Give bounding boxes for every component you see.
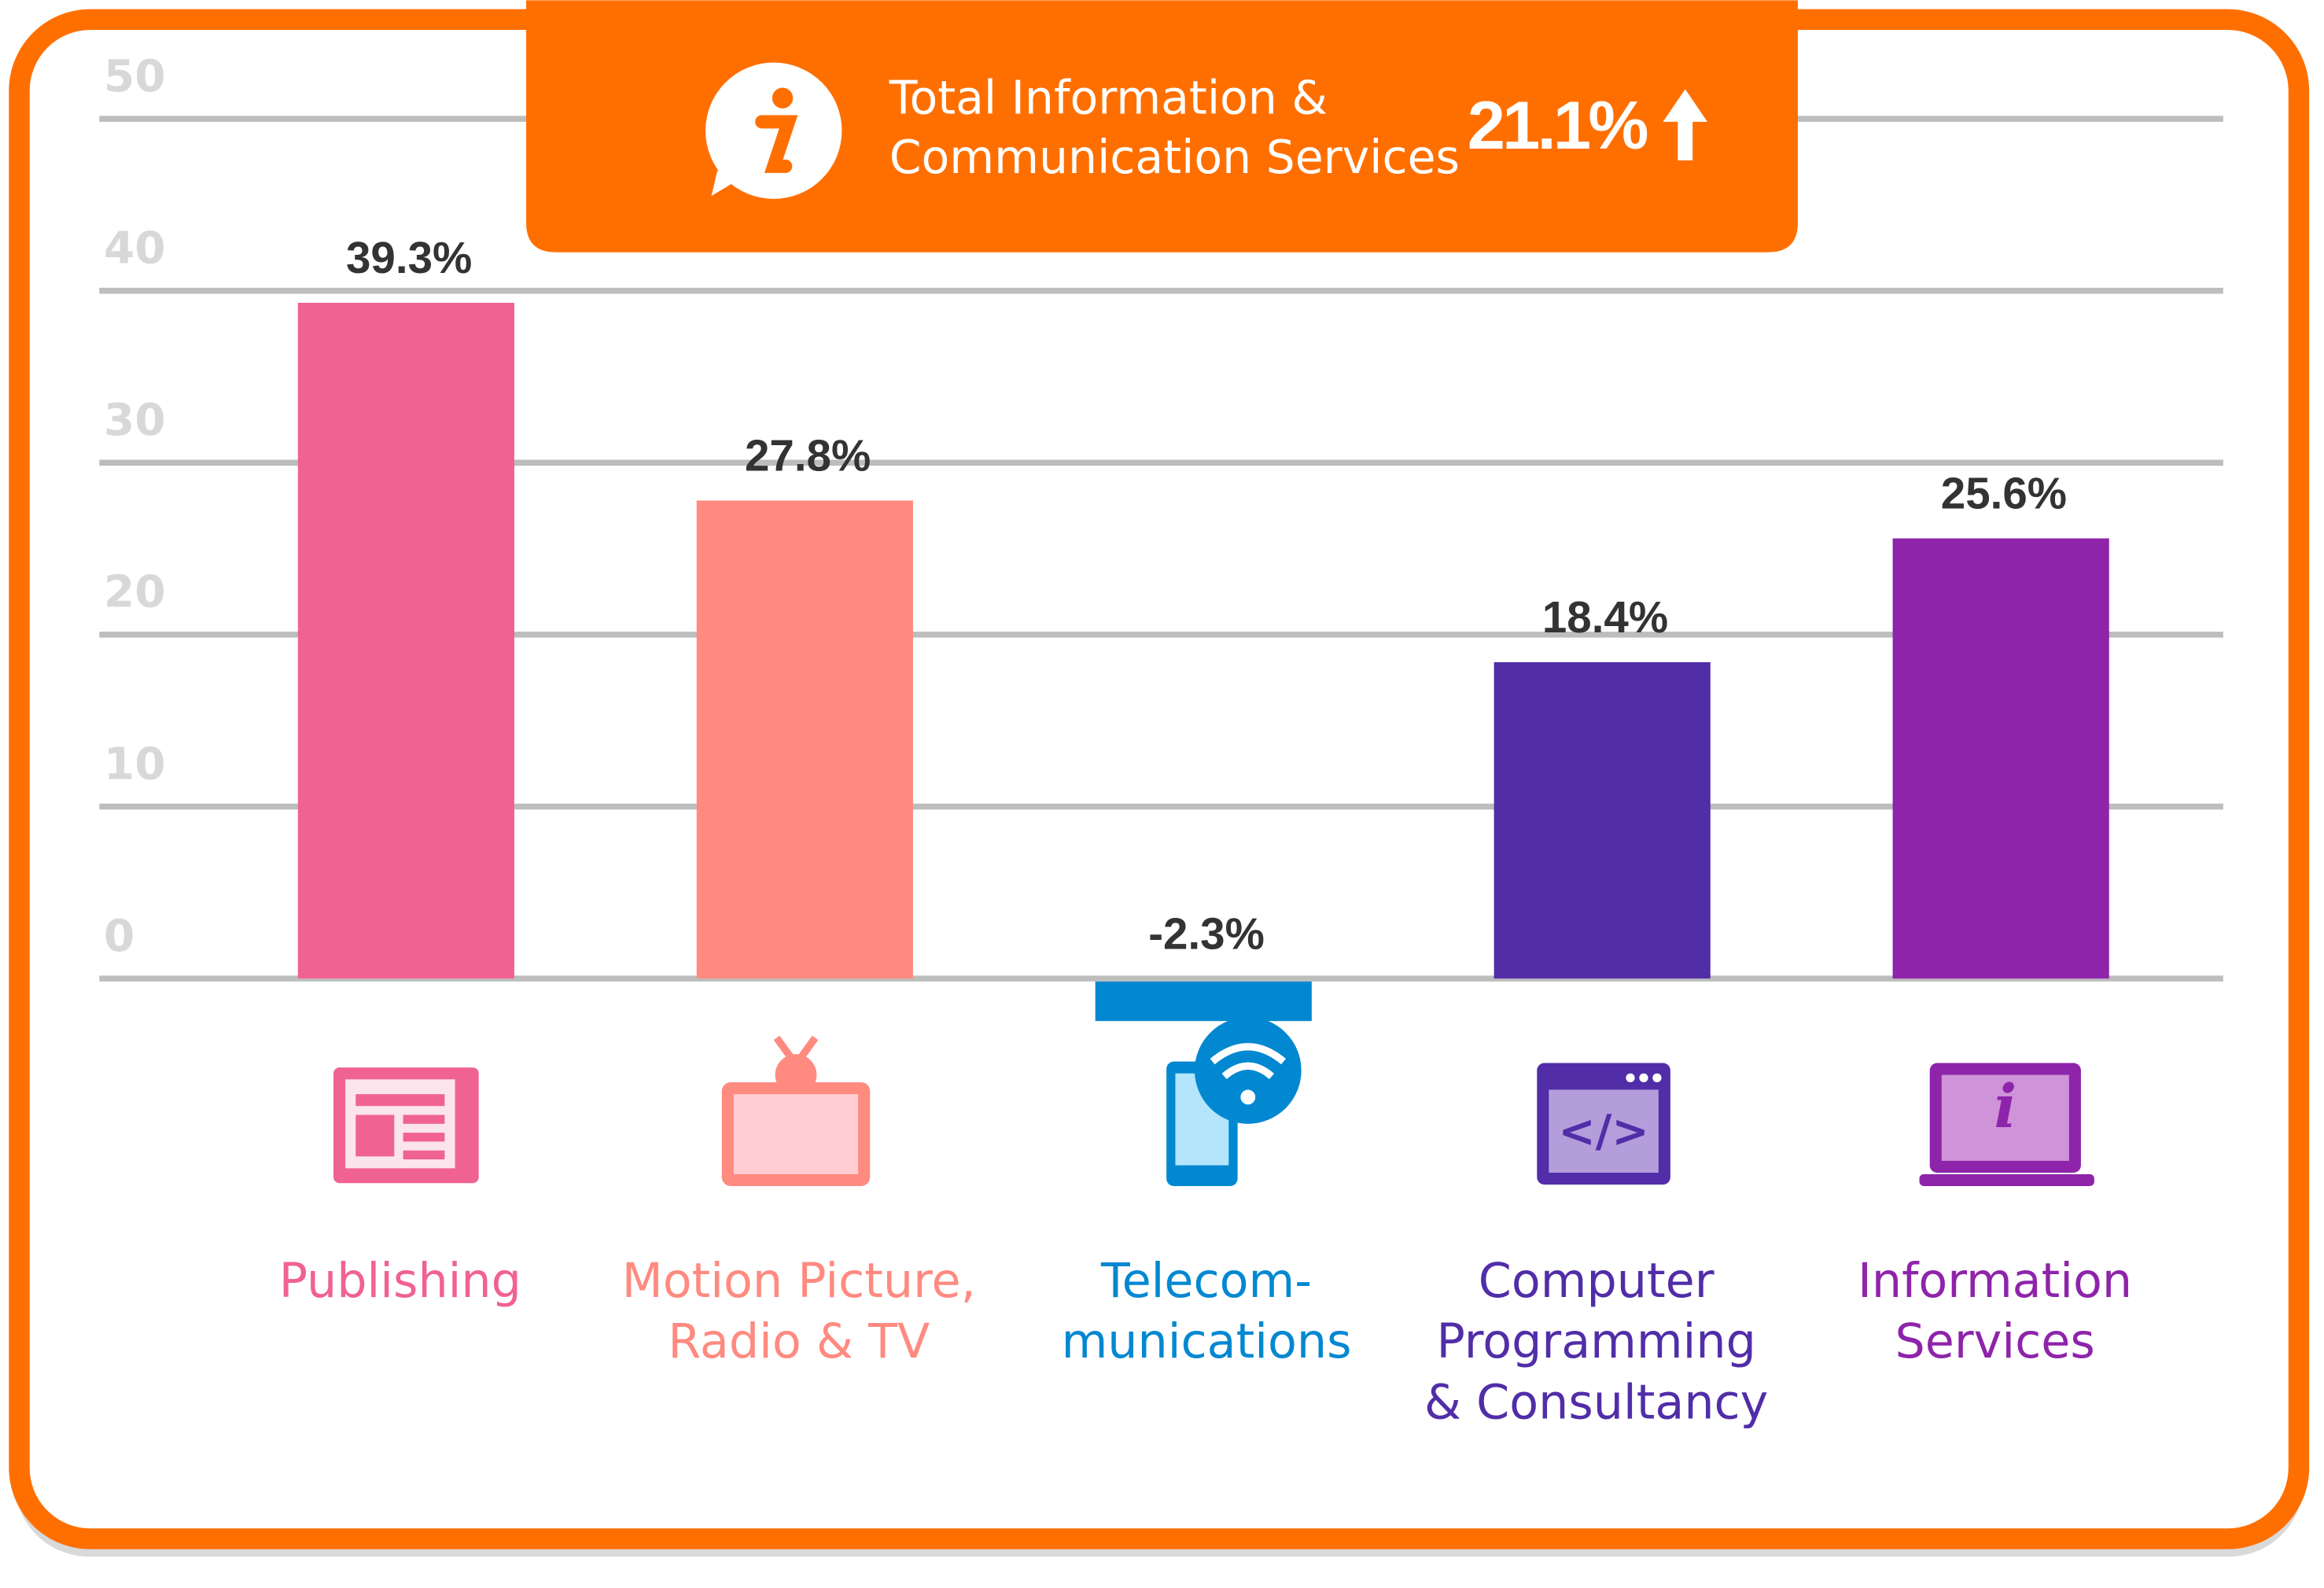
x-tick-label: & Consultancy (1424, 1375, 1768, 1430)
x-tick-label: Information (1858, 1254, 2132, 1309)
x-tick-label: Radio & TV (668, 1314, 930, 1369)
bar (297, 302, 514, 979)
y-tick-label: 20 (104, 567, 166, 618)
x-tick-label: munications (1062, 1314, 1352, 1369)
y-tick-label: 50 (104, 51, 166, 102)
value-label: -2.3% (1148, 908, 1265, 958)
bar (1493, 661, 1711, 979)
up-arrow (1663, 89, 1708, 160)
header-total: 21.1% (1468, 88, 1648, 164)
plot: 0 10 20 30 40 50 39.3% Publishing 27.8% Motion Pi… (99, 51, 2223, 1430)
bar (1095, 981, 1312, 1022)
y-tick-label: 30 (104, 395, 166, 446)
svg-text:</>: </> (1558, 1107, 1648, 1158)
value-label: 39.3% (346, 233, 472, 282)
x-tick-label: Telecom- (1100, 1254, 1312, 1309)
svg-text:i: i (1994, 1071, 2016, 1141)
value-label: 25.6% (1941, 469, 2067, 518)
header-line: Total Information & (889, 72, 1328, 125)
x-tick-label: Motion Picture, (622, 1254, 976, 1309)
header-box (526, 0, 1798, 252)
icons: </> i (333, 1017, 2094, 1186)
x-tick-label: Computer (1479, 1254, 1714, 1309)
x-tick-label: Publishing (279, 1254, 521, 1309)
y-tick-label: 0 (104, 911, 134, 962)
y-tick-label: 10 (104, 739, 166, 790)
x-tick-label: Programming (1436, 1314, 1755, 1369)
y-tick-label: 40 (104, 223, 166, 274)
value-label: 27.8% (745, 431, 871, 481)
value-label: 18.4% (1542, 592, 1668, 642)
header-line: Communication Services (889, 131, 1460, 184)
bar (1892, 538, 2109, 979)
bar (696, 500, 913, 979)
info-icon (705, 62, 842, 199)
x-tick-label: Services (1895, 1314, 2094, 1369)
